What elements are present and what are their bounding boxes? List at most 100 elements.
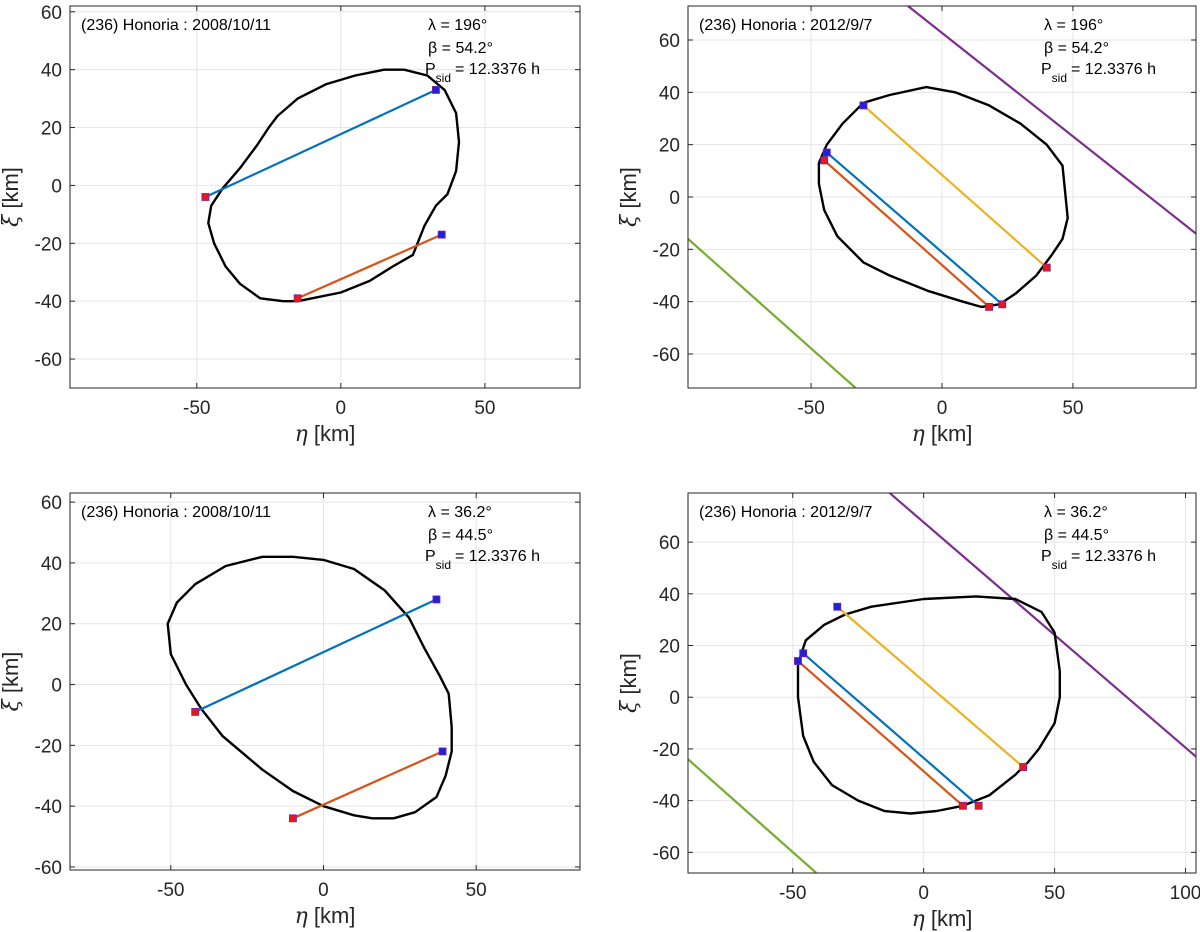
x-axis-label: η [km] xyxy=(295,421,356,447)
pole-lambda: λ = 196° xyxy=(1044,17,1103,34)
chord-1 xyxy=(194,598,437,713)
y-tick-label: 0 xyxy=(51,176,62,197)
y-tick-label: -60 xyxy=(653,345,680,366)
chord-1-start-marker xyxy=(822,148,831,157)
y-tick-label: 20 xyxy=(41,615,62,636)
negative-chord-2 xyxy=(688,758,818,873)
y-axis-unit: [km] xyxy=(0,652,23,700)
x-axis-symbol: η xyxy=(912,422,925,447)
y-tick-label: -60 xyxy=(653,843,680,864)
chord-3 xyxy=(836,605,1024,768)
period-symbol: P xyxy=(425,548,436,565)
panel-title: (236) Honoria : 2012/9/7 xyxy=(699,17,873,34)
period-subscript: sid xyxy=(436,71,451,85)
chord-2-end-marker xyxy=(959,801,967,810)
chord-2-end-marker xyxy=(985,302,994,311)
y-axis-symbol: ξ xyxy=(617,213,642,227)
y-tick-label: 0 xyxy=(669,188,680,209)
pole-beta: β = 44.5° xyxy=(1044,527,1109,544)
y-tick-label: 60 xyxy=(659,31,680,52)
chord-2-start-marker xyxy=(820,156,829,165)
negative-chord-2 xyxy=(688,238,857,388)
x-axis-label: η [km] xyxy=(912,421,973,447)
pole-lambda: λ = 36.2° xyxy=(1044,504,1108,521)
pole-beta: β = 54.2° xyxy=(1044,40,1109,57)
y-tick-label: -60 xyxy=(35,350,62,371)
chord-2-start-marker xyxy=(794,657,802,665)
x-tick-label: 0 xyxy=(937,398,948,419)
sidereal-period: Psid = 12.3376 h xyxy=(425,61,540,85)
y-tick-label: 20 xyxy=(41,119,62,140)
x-axis-label: η [km] xyxy=(912,906,973,932)
y-tick-label: 60 xyxy=(41,493,62,514)
x-axis-symbol: η xyxy=(295,422,308,447)
chord-2-start-marker xyxy=(293,294,302,303)
y-axis-label: ξ [km] xyxy=(0,652,24,712)
pole-beta: β = 44.5° xyxy=(428,527,493,544)
x-tick-label: 50 xyxy=(1062,398,1083,419)
period-symbol: P xyxy=(1041,61,1052,78)
y-axis-unit: [km] xyxy=(616,653,641,701)
period-value: = 12.3376 h xyxy=(455,548,540,565)
chord-3-end-marker xyxy=(1019,763,1028,771)
y-axis-symbol: ξ xyxy=(617,699,642,713)
shape-outline xyxy=(207,68,461,303)
chord-3 xyxy=(862,104,1048,269)
period-value: = 12.3376 h xyxy=(455,61,540,78)
x-tick-label: 0 xyxy=(918,883,929,904)
axes-frame xyxy=(69,5,581,389)
pole-lambda: λ = 196° xyxy=(428,17,487,34)
chord-2-end-marker xyxy=(438,747,447,756)
x-axis-unit: [km] xyxy=(925,906,973,931)
y-axis-label: ξ [km] xyxy=(616,167,642,227)
chord-2-start-marker xyxy=(289,814,297,823)
period-symbol: P xyxy=(1041,548,1052,565)
chord-1-end-marker xyxy=(974,801,983,810)
y-tick-label: 40 xyxy=(659,585,680,606)
x-tick-label: 50 xyxy=(474,398,495,419)
x-axis-unit: [km] xyxy=(308,421,356,446)
chord-1-end-marker xyxy=(998,300,1007,309)
axes-frame xyxy=(69,492,581,871)
x-tick-label: 0 xyxy=(318,880,329,901)
period-subscript: sid xyxy=(436,558,451,572)
y-tick-label: -40 xyxy=(653,792,680,813)
x-axis-symbol: η xyxy=(295,904,308,929)
period-value: = 12.3376 h xyxy=(1071,548,1156,565)
sidereal-period: Psid = 12.3376 h xyxy=(425,548,540,572)
y-tick-label: 60 xyxy=(41,3,62,24)
x-axis-unit: [km] xyxy=(308,903,356,928)
panel-title: (236) Honoria : 2012/9/7 xyxy=(699,504,873,521)
y-tick-label: 40 xyxy=(41,61,62,82)
chord-1-start-marker xyxy=(201,193,210,201)
panel-title: (236) Honoria : 2008/10/11 xyxy=(81,504,271,521)
y-tick-label: -40 xyxy=(35,797,62,818)
x-tick-label: -50 xyxy=(797,398,824,419)
chord-1 xyxy=(826,151,1003,306)
panel-title: (236) Honoria : 2008/10/11 xyxy=(81,17,271,34)
sidereal-period: Psid = 12.3376 h xyxy=(1041,548,1156,572)
y-tick-label: -20 xyxy=(653,740,680,761)
y-tick-label: 40 xyxy=(41,554,62,575)
chord-1-start-marker xyxy=(191,708,200,716)
period-subscript: sid xyxy=(1052,558,1067,572)
sidereal-period: Psid = 12.3376 h xyxy=(1041,61,1156,85)
chord-2 xyxy=(297,233,443,300)
chord-3-start-marker xyxy=(833,602,842,611)
pole-lambda: λ = 36.2° xyxy=(428,504,492,521)
chord-1-start-marker xyxy=(799,649,808,658)
chord-1-end-marker xyxy=(432,86,440,94)
chord-2 xyxy=(797,660,964,807)
y-tick-label: 20 xyxy=(659,637,680,658)
x-tick-label: 50 xyxy=(466,880,487,901)
chord-1 xyxy=(802,652,980,807)
y-tick-label: -20 xyxy=(35,234,62,255)
y-tick-label: 60 xyxy=(659,533,680,554)
chord-2-end-marker xyxy=(437,230,446,239)
chord-2 xyxy=(823,159,990,308)
y-tick-label: -40 xyxy=(35,292,62,313)
x-axis-symbol: η xyxy=(912,907,925,932)
x-axis-unit: [km] xyxy=(925,421,973,446)
